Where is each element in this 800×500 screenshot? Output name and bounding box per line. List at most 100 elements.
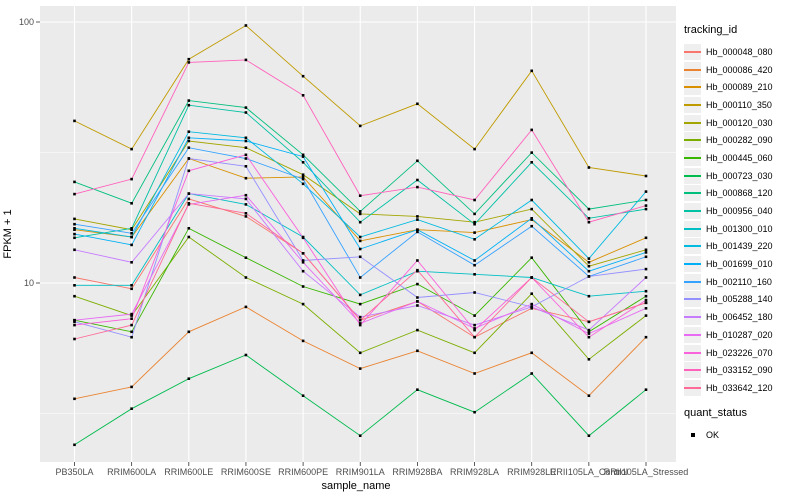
data-point xyxy=(644,301,648,305)
legend-key-line xyxy=(684,68,701,71)
legend-entry: Hb_033642_120 xyxy=(684,379,799,397)
data-point xyxy=(587,257,591,260)
data-point xyxy=(644,248,648,252)
legend-key-icon xyxy=(684,149,701,166)
data-point xyxy=(358,323,362,327)
data-point xyxy=(73,248,76,252)
data-point xyxy=(587,335,591,339)
data-point xyxy=(473,238,476,241)
data-point xyxy=(416,178,419,182)
data-point xyxy=(301,155,305,158)
data-point xyxy=(358,351,362,355)
data-point xyxy=(530,351,533,355)
legend: tracking_id Hb_000048_080 Hb_000086_420 Hb… xyxy=(684,24,799,443)
data-point xyxy=(73,228,76,231)
data-point xyxy=(130,314,133,317)
data-point xyxy=(644,276,648,279)
data-point xyxy=(587,261,591,264)
legend-key-line xyxy=(684,333,701,336)
data-point xyxy=(244,106,248,109)
legend-color-entries: Hb_000048_080 Hb_000086_420 Hb_000089_210 H… xyxy=(684,43,799,397)
data-point xyxy=(358,247,362,251)
legend-key-icon xyxy=(684,185,701,202)
legend-entry: Hb_000723_030 xyxy=(684,167,799,185)
legend-key-line xyxy=(684,156,701,159)
data-point xyxy=(187,57,191,61)
panel-background xyxy=(40,6,676,462)
data-point xyxy=(73,320,76,324)
data-point xyxy=(587,217,591,220)
data-point xyxy=(587,328,591,332)
data-point xyxy=(530,128,533,132)
data-point xyxy=(187,197,191,201)
data-point xyxy=(73,180,76,184)
data-point xyxy=(244,212,248,215)
data-point xyxy=(301,175,305,179)
data-point xyxy=(73,217,76,221)
legend-entry: Hb_023226_070 xyxy=(684,344,799,362)
data-point xyxy=(301,339,305,343)
data-point xyxy=(358,220,362,224)
legend-entry: Hb_006452_180 xyxy=(684,308,799,326)
data-point xyxy=(416,300,419,303)
x-tick-label: RRII105LA_Control xyxy=(549,467,628,477)
legend-key-line xyxy=(684,351,701,354)
legend-entry-label: Hb_000120_030 xyxy=(706,117,773,128)
data-point xyxy=(73,227,76,230)
data-point xyxy=(130,177,133,181)
legend-entry: Hb_000086_420 xyxy=(684,61,799,79)
data-point xyxy=(130,287,133,291)
legend-key-icon xyxy=(684,43,701,60)
data-point xyxy=(130,335,133,339)
x-tick-label: RRIM600PE xyxy=(278,467,329,477)
data-point xyxy=(130,232,133,235)
y-tick-label: 100 xyxy=(18,17,34,27)
data-point xyxy=(187,192,191,195)
data-point xyxy=(473,212,476,216)
data-point xyxy=(244,203,248,206)
legend-key-line xyxy=(684,298,701,301)
data-point xyxy=(416,349,419,353)
legend-key-icon xyxy=(684,427,701,443)
data-point xyxy=(530,198,533,202)
legend-key-icon xyxy=(684,362,701,379)
data-point xyxy=(644,307,648,310)
legend-entry-label: Hb_033152_090 xyxy=(706,365,773,376)
data-point xyxy=(130,202,133,205)
legend-entry: Hb_001439_220 xyxy=(684,238,799,256)
legend-key-line xyxy=(684,86,701,89)
legend-entry-label: Hb_000282_090 xyxy=(706,135,773,146)
data-point xyxy=(530,256,533,259)
data-point xyxy=(530,372,533,375)
data-point xyxy=(530,292,533,295)
legend-entry: Hb_000445_060 xyxy=(684,149,799,167)
data-point xyxy=(358,322,362,325)
data-point xyxy=(301,173,305,176)
data-point xyxy=(187,377,191,380)
data-point xyxy=(244,176,248,180)
data-point xyxy=(358,124,362,128)
data-point xyxy=(244,305,248,309)
legend-key-icon xyxy=(684,273,701,290)
data-point xyxy=(301,236,305,240)
data-point xyxy=(644,255,648,259)
legend-entry-label: Hb_001439_220 xyxy=(706,241,773,252)
data-point xyxy=(530,69,533,73)
data-point xyxy=(587,269,591,273)
legend-entry-label: OK xyxy=(706,429,720,440)
x-tick-label: RRIM600LE xyxy=(164,467,214,477)
legend-shape-entries: OK xyxy=(684,426,799,444)
legend-entry: Hb_010287_020 xyxy=(684,326,799,344)
data-point xyxy=(358,255,362,259)
data-point xyxy=(130,312,133,316)
legend-key-icon xyxy=(684,309,701,326)
data-point xyxy=(301,269,305,273)
legend-entry-label: Hb_033642_120 xyxy=(706,382,773,393)
legend-entry-label: Hb_001300_010 xyxy=(706,223,773,234)
data-point xyxy=(644,335,648,339)
data-point xyxy=(416,259,419,262)
data-point xyxy=(530,224,533,228)
legend-entry: Hb_000110_350 xyxy=(684,96,799,114)
data-point xyxy=(416,228,419,231)
legend-key-icon xyxy=(684,379,701,396)
